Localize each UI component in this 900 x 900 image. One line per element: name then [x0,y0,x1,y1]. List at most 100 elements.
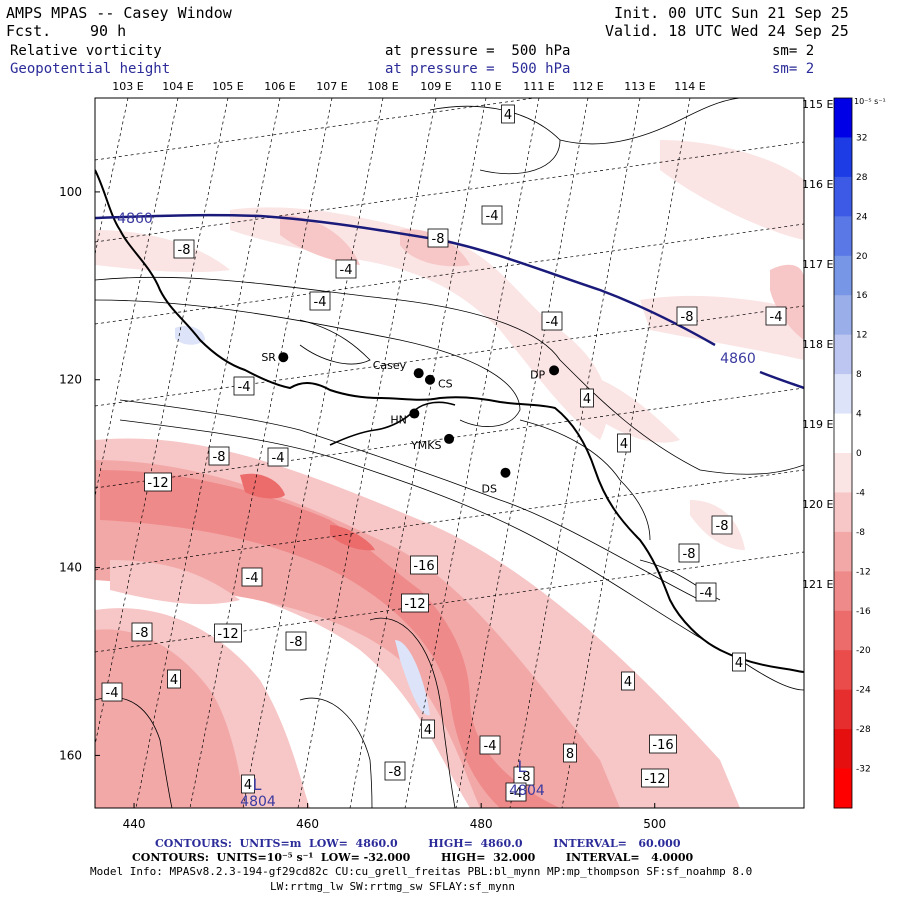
colorbar-swatch [834,729,852,770]
field2-level: at pressure = 500 hPa [385,61,571,77]
longitude-gridline [404,98,540,808]
vorticity-contour-label: -12 [401,593,429,613]
valid-time: Valid. 18 UTC Wed 24 Sep 25 [605,22,849,40]
longitude-label: 111 E [523,80,554,93]
svg-text:8: 8 [566,747,574,762]
longitude-gridline [561,98,691,808]
low-pressure-marker: L [253,775,262,794]
colorbar-swatch [834,295,852,336]
forecast-label: Fcst. [6,22,52,40]
colorbar-swatch [834,137,852,178]
longitude-label: 105 E [212,80,243,93]
vorticity-contour-label: -4 [481,205,503,225]
colorbar-label: 4 [856,410,862,420]
chart-title: AMPS MPAS -- Casey Window [6,4,232,22]
vorticity-contour-label: -4 [309,291,331,311]
colorbar-label: 24 [856,212,868,222]
vorticity-contour-label: -12 [144,472,172,492]
vorticity-contour-label: -12 [214,623,242,643]
vorticity-contour-label: -16 [410,555,438,575]
colorbar-label: -8 [856,528,865,538]
latitude-label: 116 E [802,178,833,191]
y-tick-label: 120 [59,373,82,387]
svg-text:-4: -4 [238,380,251,395]
field1-name: Relative vorticity [10,43,162,59]
colorbar-swatch [834,216,852,257]
longitude-gridline [95,98,129,256]
svg-text:-4: -4 [510,786,523,801]
svg-text:-4: -4 [246,571,259,586]
colorbar-swatch [834,531,852,572]
init-time: Init. 00 UTC Sun 21 Sep 25 [614,4,849,22]
svg-text:-4: -4 [314,295,327,310]
colorbar-swatch [834,413,852,454]
svg-text:4: 4 [583,392,591,407]
vorticity-contour-label: 4 [621,671,635,691]
svg-text:-12: -12 [147,476,168,491]
latitude-label: 117 E [802,258,833,271]
longitude-label: 106 E [264,80,295,93]
vorticity-contour-label: -8 [711,515,733,535]
colorbar-swatch [834,492,852,533]
vorticity-contour-label: -4 [695,582,717,602]
station-dp: DP [530,365,560,381]
vorticity-contour-label: -4 [267,447,289,467]
station-sr: SR [261,351,289,364]
svg-text:4: 4 [424,723,432,738]
latitude-gridline [95,223,804,325]
x-tick-label: 480 [470,817,493,831]
svg-text:SR: SR [261,351,276,364]
svg-text:-8: -8 [683,547,696,562]
latitude-label: 119 E [802,418,833,431]
x-tick-label: 460 [296,817,319,831]
footer-height-contours: CONTOURS: UNITS=m LOW= 4860.0 HIGH= 4860… [155,837,681,850]
vorticity-contour-label: -8 [384,761,406,781]
y-tick-label: 160 [59,748,82,762]
svg-text:4: 4 [620,437,628,452]
height-contour-label: 4860 [117,211,153,227]
svg-text:-8: -8 [681,310,694,325]
svg-text:HN: HN [390,414,407,427]
longitude-gridline [349,98,487,808]
svg-text:4: 4 [735,656,743,671]
y-tick-label: 140 [59,561,82,575]
vorticity-contour-label: 4 [241,774,255,794]
vorticity-contour-label: -4 [241,567,263,587]
longitude-label: 110 E [470,80,501,93]
svg-text:Casey: Casey [373,359,407,372]
footer-vorticity-contours: CONTOURS: UNITS=10⁻⁵ s⁻¹ LOW= -32.000 HI… [132,851,694,864]
svg-text:-16: -16 [413,559,434,574]
height-contour-label: 4804 [509,783,545,799]
latitude-gridline [95,141,804,243]
footer-model-info: Model Info: MPASv8.2.3-194-gf29cd82c CU:… [90,865,753,878]
vorticity-contour-label: -8 [173,239,195,259]
latitude-label: 115 E [802,98,833,111]
vorticity-contour-label: -4 [479,735,501,755]
colorbar-swatch [834,650,852,691]
field2-name: Geopotential height [10,61,171,77]
svg-text:-8: -8 [518,770,531,785]
svg-text:CS: CS [438,378,453,391]
vorticity-contour-label: -8 [427,228,449,248]
svg-text:4: 4 [244,778,252,793]
vorticity-contour-label: -8 [208,446,230,466]
latitude-label: 120 E [802,498,833,511]
field1-smoothing: sm= 2 [772,43,815,59]
plot-area: 4-4-8-8-4-4-4 -8 -4-444-8 -4-12-8-8-4-16-12… [95,98,804,808]
vorticity-contour-label: -4 [101,682,123,702]
svg-text:-8: -8 [389,765,402,780]
svg-text:DS: DS [481,483,496,496]
colorbar-swatch [834,255,852,296]
colorbar-label: 8 [856,370,862,380]
height-contour-label: 4860 [720,351,756,367]
vorticity-contour-label: -8 [131,622,153,642]
colorbar-swatch [834,689,852,730]
longitude-label: 103 E [112,80,143,93]
svg-text:4: 4 [624,675,632,690]
svg-text:-4: -4 [484,739,497,754]
latitude-label: 118 E [802,338,833,351]
vorticity-contour-label: -4 [335,259,357,279]
colorbar-label: -20 [856,646,871,656]
x-tick-label: 500 [643,817,666,831]
svg-text:YMKS: YMKS [410,439,441,452]
